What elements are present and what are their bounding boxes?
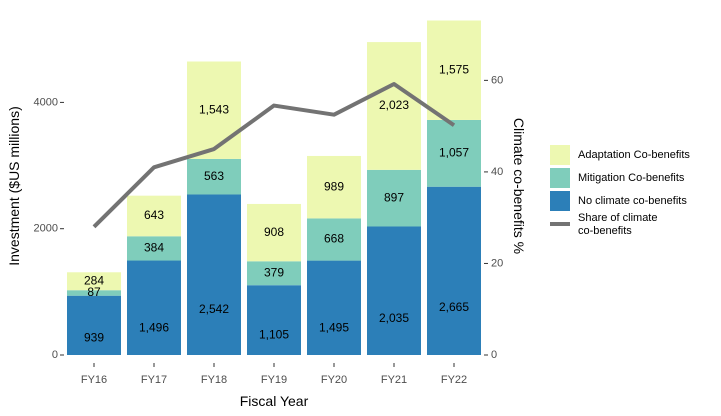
bar-label-fy22-series-1: 1,057: [439, 146, 469, 160]
bar-label-fy16-series-1: 87: [87, 285, 101, 299]
y-tick-label: 2000: [34, 223, 58, 235]
bar-fy16-series-0: [67, 295, 121, 355]
bar-fy21-series-2: [367, 42, 421, 170]
legend-label: No climate co-benefits: [578, 195, 687, 207]
bar-fy22-series-2: [427, 20, 481, 120]
y2-tick-label: 20: [491, 257, 503, 269]
bar-fy17-series-2: [127, 195, 181, 237]
legend: Adaptation Co-benefits Mitigation Co-bene…: [550, 145, 690, 237]
axes-layer: 0 2000 4000 0 20 40 60 FY16 FY17 FY18 FY19 FY20 FY21…: [34, 74, 504, 386]
legend-item-2: No climate co-benefits: [550, 191, 687, 211]
x-tick-label-fy17: FY17: [141, 374, 167, 386]
x-tick-label-fy21: FY21: [381, 374, 407, 386]
legend-swatch: [550, 145, 570, 165]
y2-tick-label: 40: [491, 166, 503, 178]
y2-tick-label: 0: [491, 349, 497, 361]
bar-fy19-series-2: [247, 203, 301, 262]
bar-label-fy16-series-0: 939: [84, 331, 104, 345]
bar-label-fy17-series-1: 384: [144, 241, 164, 255]
legend-swatch: [550, 168, 570, 188]
legend-label: Adaptation Co-benefits: [578, 149, 690, 161]
y-axis-title: Investment ($US millions): [6, 106, 22, 266]
share-line-layer: [92, 82, 456, 229]
bar-fy20-series-2: [307, 155, 361, 219]
bar-fy21-series-1: [367, 169, 421, 227]
bar-label-fy20-series-2: 989: [324, 179, 344, 193]
bar-fy18-series-1: [187, 158, 241, 195]
bar-label-fy17-series-0: 1,496: [139, 321, 169, 335]
bar-fy19-series-0: [247, 285, 301, 355]
x-tick-label-fy20: FY20: [321, 374, 347, 386]
x-tick-label-fy22: FY22: [441, 374, 467, 386]
bar-label-fy19-series-0: 1,105: [259, 328, 289, 342]
bar-fy22-series-0: [427, 186, 481, 355]
bar-fy17-series-1: [127, 236, 181, 261]
bar-label-fy22-series-0: 2,665: [439, 300, 469, 314]
bar-fy19-series-1: [247, 261, 301, 286]
bar-label-fy20-series-0: 1,495: [319, 321, 349, 335]
legend-item-3: Share of climate co-benefits: [550, 212, 657, 237]
bar-label-fy19-series-1: 379: [264, 265, 284, 279]
legend-item-1: Mitigation Co-benefits: [550, 168, 685, 188]
bar-label-fy20-series-1: 668: [324, 232, 344, 246]
bar-fy20-series-0: [307, 260, 361, 355]
bar-fy16-series-1: [67, 290, 121, 296]
bar-label-fy16-series-2: 284: [84, 273, 104, 287]
y-tick-label: 4000: [34, 96, 58, 108]
y-tick-label: 0: [52, 349, 58, 361]
bar-fy17-series-0: [127, 260, 181, 355]
share-line: [92, 82, 456, 229]
x-tick-label-fy16: FY16: [81, 374, 107, 386]
y2-tick-label: 60: [491, 74, 503, 86]
bar-fy20-series-1: [307, 218, 361, 261]
x-axis-title: Fiscal Year: [240, 393, 309, 409]
bars-layer: [67, 20, 481, 355]
bar-fy18-series-0: [187, 194, 241, 355]
y2-axis-title: Climate co-benefits %: [511, 118, 527, 254]
bar-fy16-series-2: [67, 272, 121, 291]
bar-label-fy18-series-2: 1,543: [199, 102, 229, 116]
bar-fy22-series-1: [427, 119, 481, 187]
x-tick-label-fy19: FY19: [261, 374, 287, 386]
legend-label: Share of climate co-benefits: [578, 212, 657, 237]
x-tick-label-fy18: FY18: [201, 374, 227, 386]
legend-swatch: [550, 191, 570, 211]
bar-fy18-series-2: [187, 61, 241, 159]
bar-label-fy18-series-1: 563: [204, 169, 224, 183]
bar-label-fy21-series-0: 2,035: [379, 311, 409, 325]
bar-label-fy21-series-2: 2,023: [379, 98, 409, 112]
bar-label-fy17-series-2: 643: [144, 208, 164, 222]
legend-item-0: Adaptation Co-benefits: [550, 145, 690, 165]
legend-label: Mitigation Co-benefits: [578, 172, 685, 184]
bar-label-fy19-series-2: 908: [264, 225, 284, 239]
bar-label-fy21-series-1: 897: [384, 190, 404, 204]
bar-fy21-series-0: [367, 226, 421, 355]
bar-label-fy18-series-0: 2,542: [199, 302, 229, 316]
bar-label-fy22-series-2: 1,575: [439, 62, 469, 76]
